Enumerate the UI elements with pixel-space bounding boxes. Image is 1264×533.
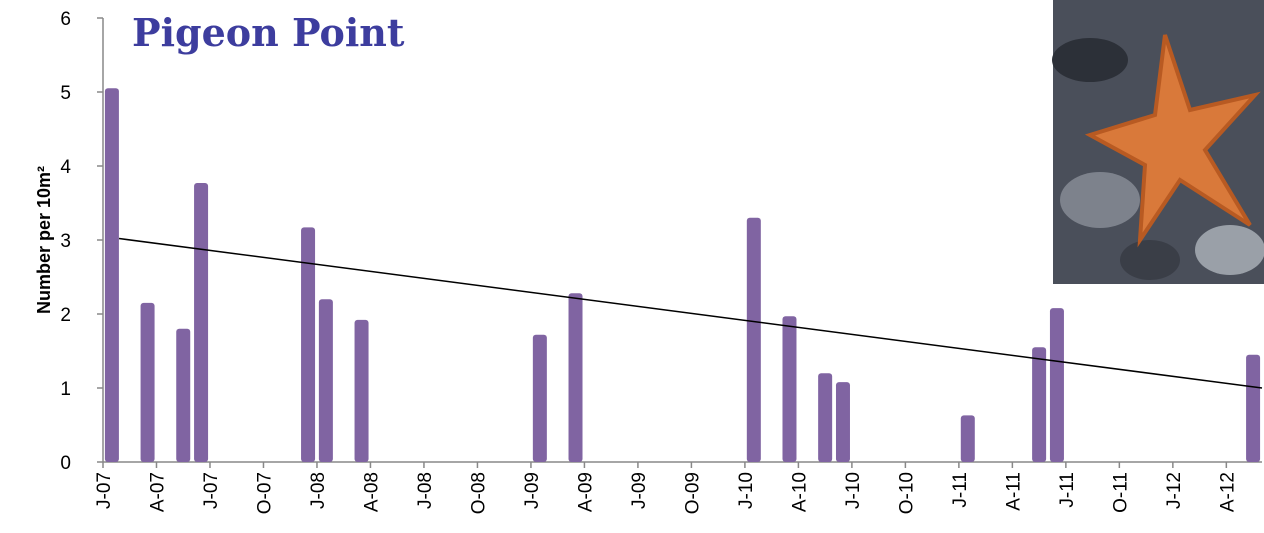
bar (105, 88, 119, 462)
x-tick-label: J-07 (201, 472, 222, 509)
bar (194, 183, 208, 462)
bar (569, 293, 583, 462)
x-tick-label: J-09 (629, 472, 650, 509)
y-tick-label: 6 (60, 9, 71, 30)
bar (782, 316, 796, 462)
y-axis-label: Number per 10m² (34, 166, 54, 314)
bar (961, 415, 975, 462)
x-tick-label: J-09 (522, 472, 543, 509)
bar (747, 218, 761, 462)
x-tick-label: A-07 (147, 472, 168, 512)
x-tick-label: O-07 (254, 472, 275, 514)
bar (836, 382, 850, 462)
chart: Pigeon Point Number per 10m² 0 1 2 3 4 5 6 J-07… (0, 0, 1264, 533)
bar (818, 373, 832, 462)
x-tick-label: A-09 (575, 472, 596, 512)
y-tick-label: 0 (60, 453, 71, 474)
x-tick-label: J-11 (950, 472, 971, 508)
bar (1050, 308, 1064, 462)
x-tick-label: J-07 (94, 472, 115, 509)
x-tick-label: A-08 (361, 472, 382, 512)
x-tick-label: J-08 (415, 472, 436, 509)
bar (533, 335, 547, 462)
x-tick-label: O-11 (1110, 472, 1131, 513)
bar (1032, 347, 1046, 462)
x-tick-label: J-12 (1164, 472, 1185, 509)
x-tick-label: A-12 (1217, 472, 1238, 512)
x-tick-label: J-10 (843, 472, 864, 509)
x-tick-label: O-08 (468, 472, 489, 514)
y-tick-label: 1 (60, 379, 71, 400)
x-tick-label: J-08 (308, 472, 329, 509)
bar (319, 299, 333, 462)
x-tick-label: A-10 (789, 472, 810, 512)
x-tick-label: J-10 (736, 472, 757, 509)
y-tick-label: 5 (60, 83, 71, 104)
chart-title: Pigeon Point (132, 10, 405, 55)
y-tick-label: 3 (60, 231, 71, 252)
x-tick-label: O-09 (682, 472, 703, 514)
x-tick-label: J-11 (1057, 472, 1078, 508)
bar (141, 303, 155, 462)
bar (176, 329, 190, 462)
y-tick-label: 2 (60, 305, 71, 326)
bar (1246, 355, 1260, 462)
photo (1052, 0, 1264, 284)
bar (355, 320, 369, 462)
y-tick-label: 4 (60, 157, 71, 178)
x-tick-label: O-10 (896, 472, 917, 514)
x-tick-label: A-11 (1003, 472, 1024, 511)
